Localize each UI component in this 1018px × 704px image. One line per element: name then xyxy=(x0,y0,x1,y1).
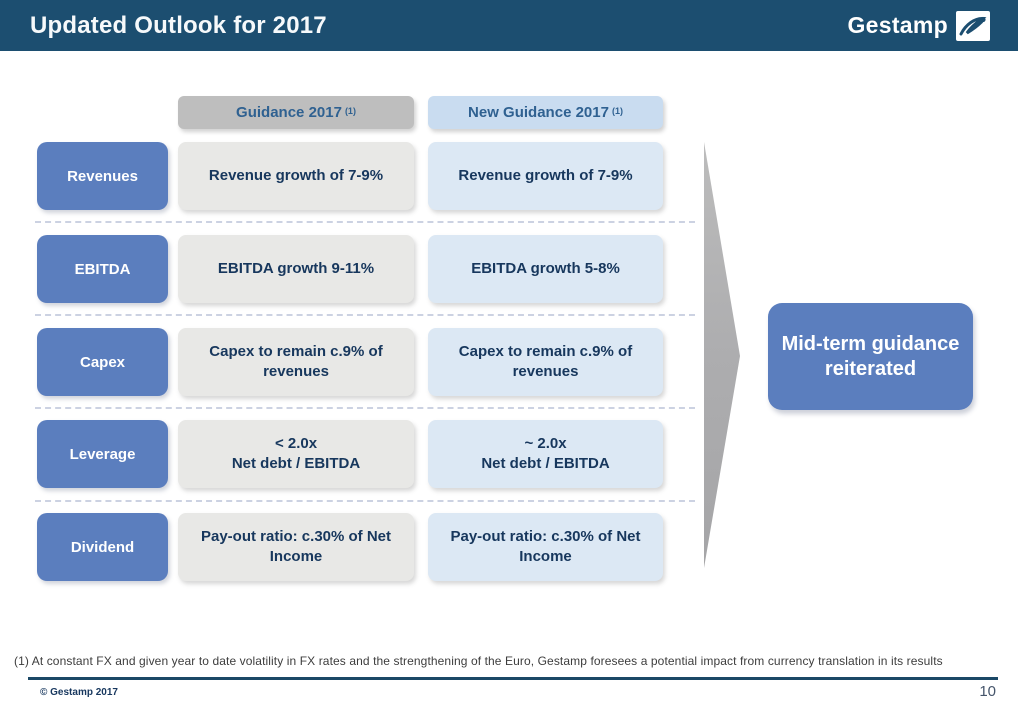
guidance-cell-capex: Capex to remain c.9% of revenues xyxy=(178,328,414,396)
guidance-cell-revenues: Revenue growth of 7-9% xyxy=(178,142,414,210)
guidance-cell-dividend: Pay-out ratio: c.30% of Net Income xyxy=(178,513,414,581)
row-separator xyxy=(35,314,695,316)
column-header-guidance-2017: Guidance 2017 (1) xyxy=(178,96,414,129)
guidance-cell-leverage: < 2.0x Net debt / EBITDA xyxy=(178,420,414,488)
footer-divider xyxy=(28,677,998,680)
top-bar: Updated Outlook for 2017 Gestamp xyxy=(0,0,1018,51)
page-title: Updated Outlook for 2017 xyxy=(30,11,327,39)
row-separator xyxy=(35,221,695,223)
row-separator xyxy=(35,500,695,502)
row-label-ebitda: EBITDA xyxy=(37,235,168,303)
footnote: (1) At constant FX and given year to dat… xyxy=(14,654,943,668)
gestamp-logo: Gestamp xyxy=(847,10,990,41)
callout-midterm-guidance: Mid-term guidance reiterated xyxy=(768,303,973,410)
row-label-revenues: Revenues xyxy=(37,142,168,210)
guidance-cell-ebitda: EBITDA growth 9-11% xyxy=(178,235,414,303)
row-label-leverage: Leverage xyxy=(37,420,168,488)
column-header-label: New Guidance 2017 xyxy=(468,104,609,121)
row-label-capex: Capex xyxy=(37,328,168,396)
row-label-dividend: Dividend xyxy=(37,513,168,581)
new-guidance-cell-ebitda: EBITDA growth 5-8% xyxy=(428,235,663,303)
copyright: © Gestamp 2017 xyxy=(40,687,118,698)
column-header-label: Guidance 2017 xyxy=(236,104,342,121)
footnote-marker: (1) xyxy=(344,105,356,116)
gestamp-swoosh-icon xyxy=(956,10,990,41)
page-number: 10 xyxy=(979,683,996,700)
logo-text: Gestamp xyxy=(847,12,948,38)
new-guidance-cell-leverage: ~ 2.0x Net debt / EBITDA xyxy=(428,420,663,488)
row-separator xyxy=(35,407,695,409)
footnote-marker: (1) xyxy=(611,105,623,116)
flow-arrow-icon xyxy=(695,135,750,580)
column-header-new-guidance-2017: New Guidance 2017 (1) xyxy=(428,96,663,129)
new-guidance-cell-dividend: Pay-out ratio: c.30% of Net Income xyxy=(428,513,663,581)
new-guidance-cell-capex: Capex to remain c.9% of revenues xyxy=(428,328,663,396)
new-guidance-cell-revenues: Revenue growth of 7-9% xyxy=(428,142,663,210)
